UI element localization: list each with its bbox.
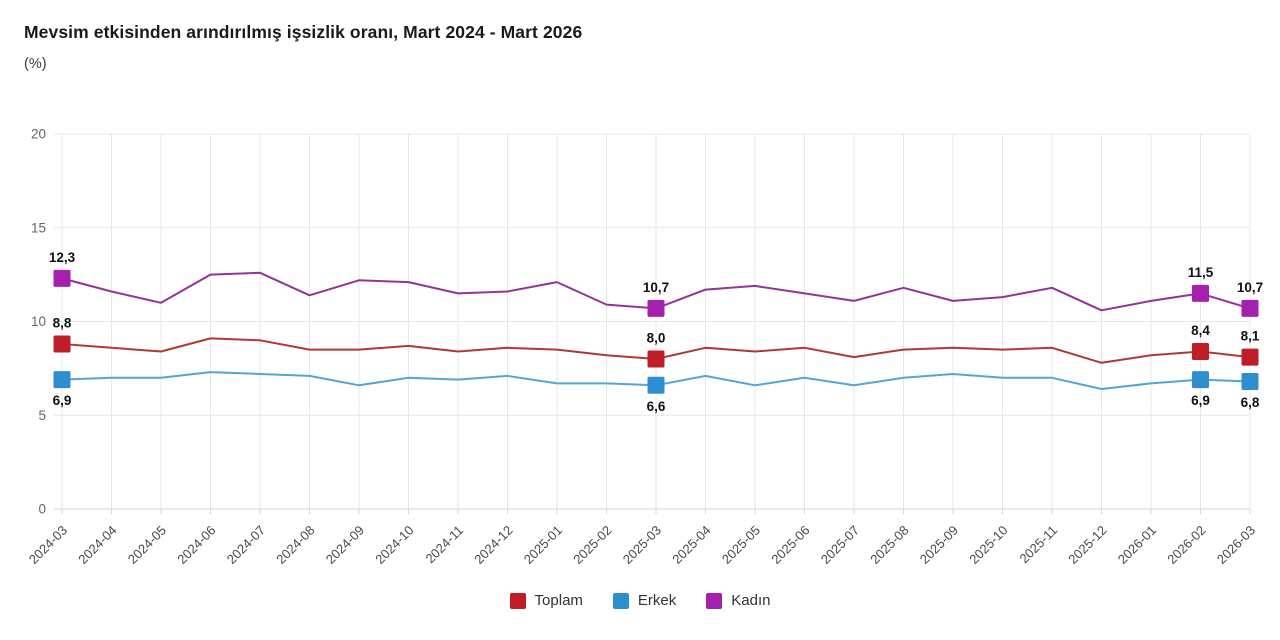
- data-label-erkek: 6,9: [1191, 393, 1210, 408]
- y-tick-label: 15: [31, 220, 46, 235]
- y-tick-label: 20: [31, 127, 46, 142]
- y-tick-label: 0: [38, 502, 46, 517]
- data-marker-toplam: [53, 335, 71, 353]
- data-label-toplam: 8,1: [1241, 329, 1260, 344]
- legend-swatch-toplam: [509, 592, 526, 609]
- legend-label-kadin: Kadın: [731, 592, 771, 609]
- data-marker-erkek: [647, 376, 665, 394]
- data-label-kadın: 12,3: [49, 250, 76, 265]
- data-marker-kadın: [1241, 299, 1259, 317]
- legend-item-toplam[interactable]: Toplam: [509, 592, 583, 609]
- data-label-kadın: 10,7: [1237, 280, 1263, 295]
- x-tick-label: 2025-02: [570, 523, 614, 567]
- data-label-erkek: 6,8: [1241, 395, 1260, 410]
- chart-subtitle: (%): [24, 56, 47, 72]
- x-tick-label: 2024-06: [174, 523, 218, 567]
- chart-title: Mevsim etkisinden arındırılmış işsizlik …: [24, 22, 583, 42]
- y-tick-label: 10: [31, 314, 46, 329]
- x-tick-label: 2025-10: [966, 523, 1010, 567]
- x-tick-label: 2025-06: [768, 523, 812, 567]
- legend-swatch-erkek: [612, 592, 629, 609]
- x-tick-label: 2025-12: [1065, 523, 1109, 567]
- data-label-erkek: 6,9: [53, 393, 72, 408]
- y-tick-label: 5: [38, 408, 46, 423]
- x-tick-label: 2024-12: [471, 523, 515, 567]
- data-marker-kadın: [647, 299, 665, 317]
- data-label-toplam: 8,8: [53, 316, 72, 331]
- data-label-kadın: 10,7: [643, 280, 669, 295]
- x-tick-label: 2024-09: [323, 523, 367, 567]
- data-label-toplam: 8,0: [647, 331, 666, 346]
- legend-label-erkek: Erkek: [637, 592, 677, 609]
- x-tick-label: 2026-03: [1214, 523, 1258, 567]
- x-tick-label: 2024-05: [125, 523, 169, 567]
- data-marker-toplam: [1192, 343, 1209, 360]
- legend-swatch-kadin: [706, 592, 723, 609]
- x-tick-label: 2026-02: [1164, 523, 1208, 567]
- chart-legend: Toplam Erkek Kadın: [0, 592, 1280, 609]
- data-marker-kadın: [53, 269, 71, 287]
- data-marker-erkek: [53, 371, 71, 389]
- data-marker-toplam: [1241, 348, 1259, 366]
- x-tick-label: 2024-03: [26, 523, 70, 567]
- data-label-erkek: 6,6: [647, 399, 666, 414]
- x-tick-label: 2025-04: [669, 523, 713, 567]
- x-tick-label: 2024-04: [75, 523, 119, 567]
- x-tick-label: 2025-11: [1016, 523, 1060, 567]
- x-tick-label: 2025-07: [818, 523, 862, 567]
- x-tick-label: 2024-07: [224, 523, 268, 567]
- legend-label-toplam: Toplam: [534, 592, 583, 609]
- data-marker-erkek: [1241, 373, 1259, 390]
- x-tick-label: 2024-08: [273, 523, 317, 567]
- x-tick-label: 2025-08: [867, 523, 911, 567]
- x-tick-label: 2025-01: [521, 523, 565, 567]
- data-marker-kadın: [1192, 284, 1209, 302]
- legend-item-erkek[interactable]: Erkek: [612, 592, 677, 609]
- x-tick-label: 2025-05: [719, 523, 763, 567]
- x-tick-label: 2024-11: [422, 523, 466, 567]
- x-tick-label: 2024-10: [372, 523, 416, 567]
- data-label-toplam: 8,4: [1191, 323, 1210, 338]
- data-label-kadın: 11,5: [1188, 265, 1214, 280]
- data-marker-toplam: [647, 350, 665, 368]
- x-tick-label: 2026-01: [1115, 523, 1159, 567]
- x-tick-label: 2025-03: [620, 523, 664, 567]
- legend-item-kadin[interactable]: Kadın: [706, 592, 770, 609]
- x-tick-label: 2025-09: [917, 523, 961, 567]
- data-marker-erkek: [1192, 371, 1209, 389]
